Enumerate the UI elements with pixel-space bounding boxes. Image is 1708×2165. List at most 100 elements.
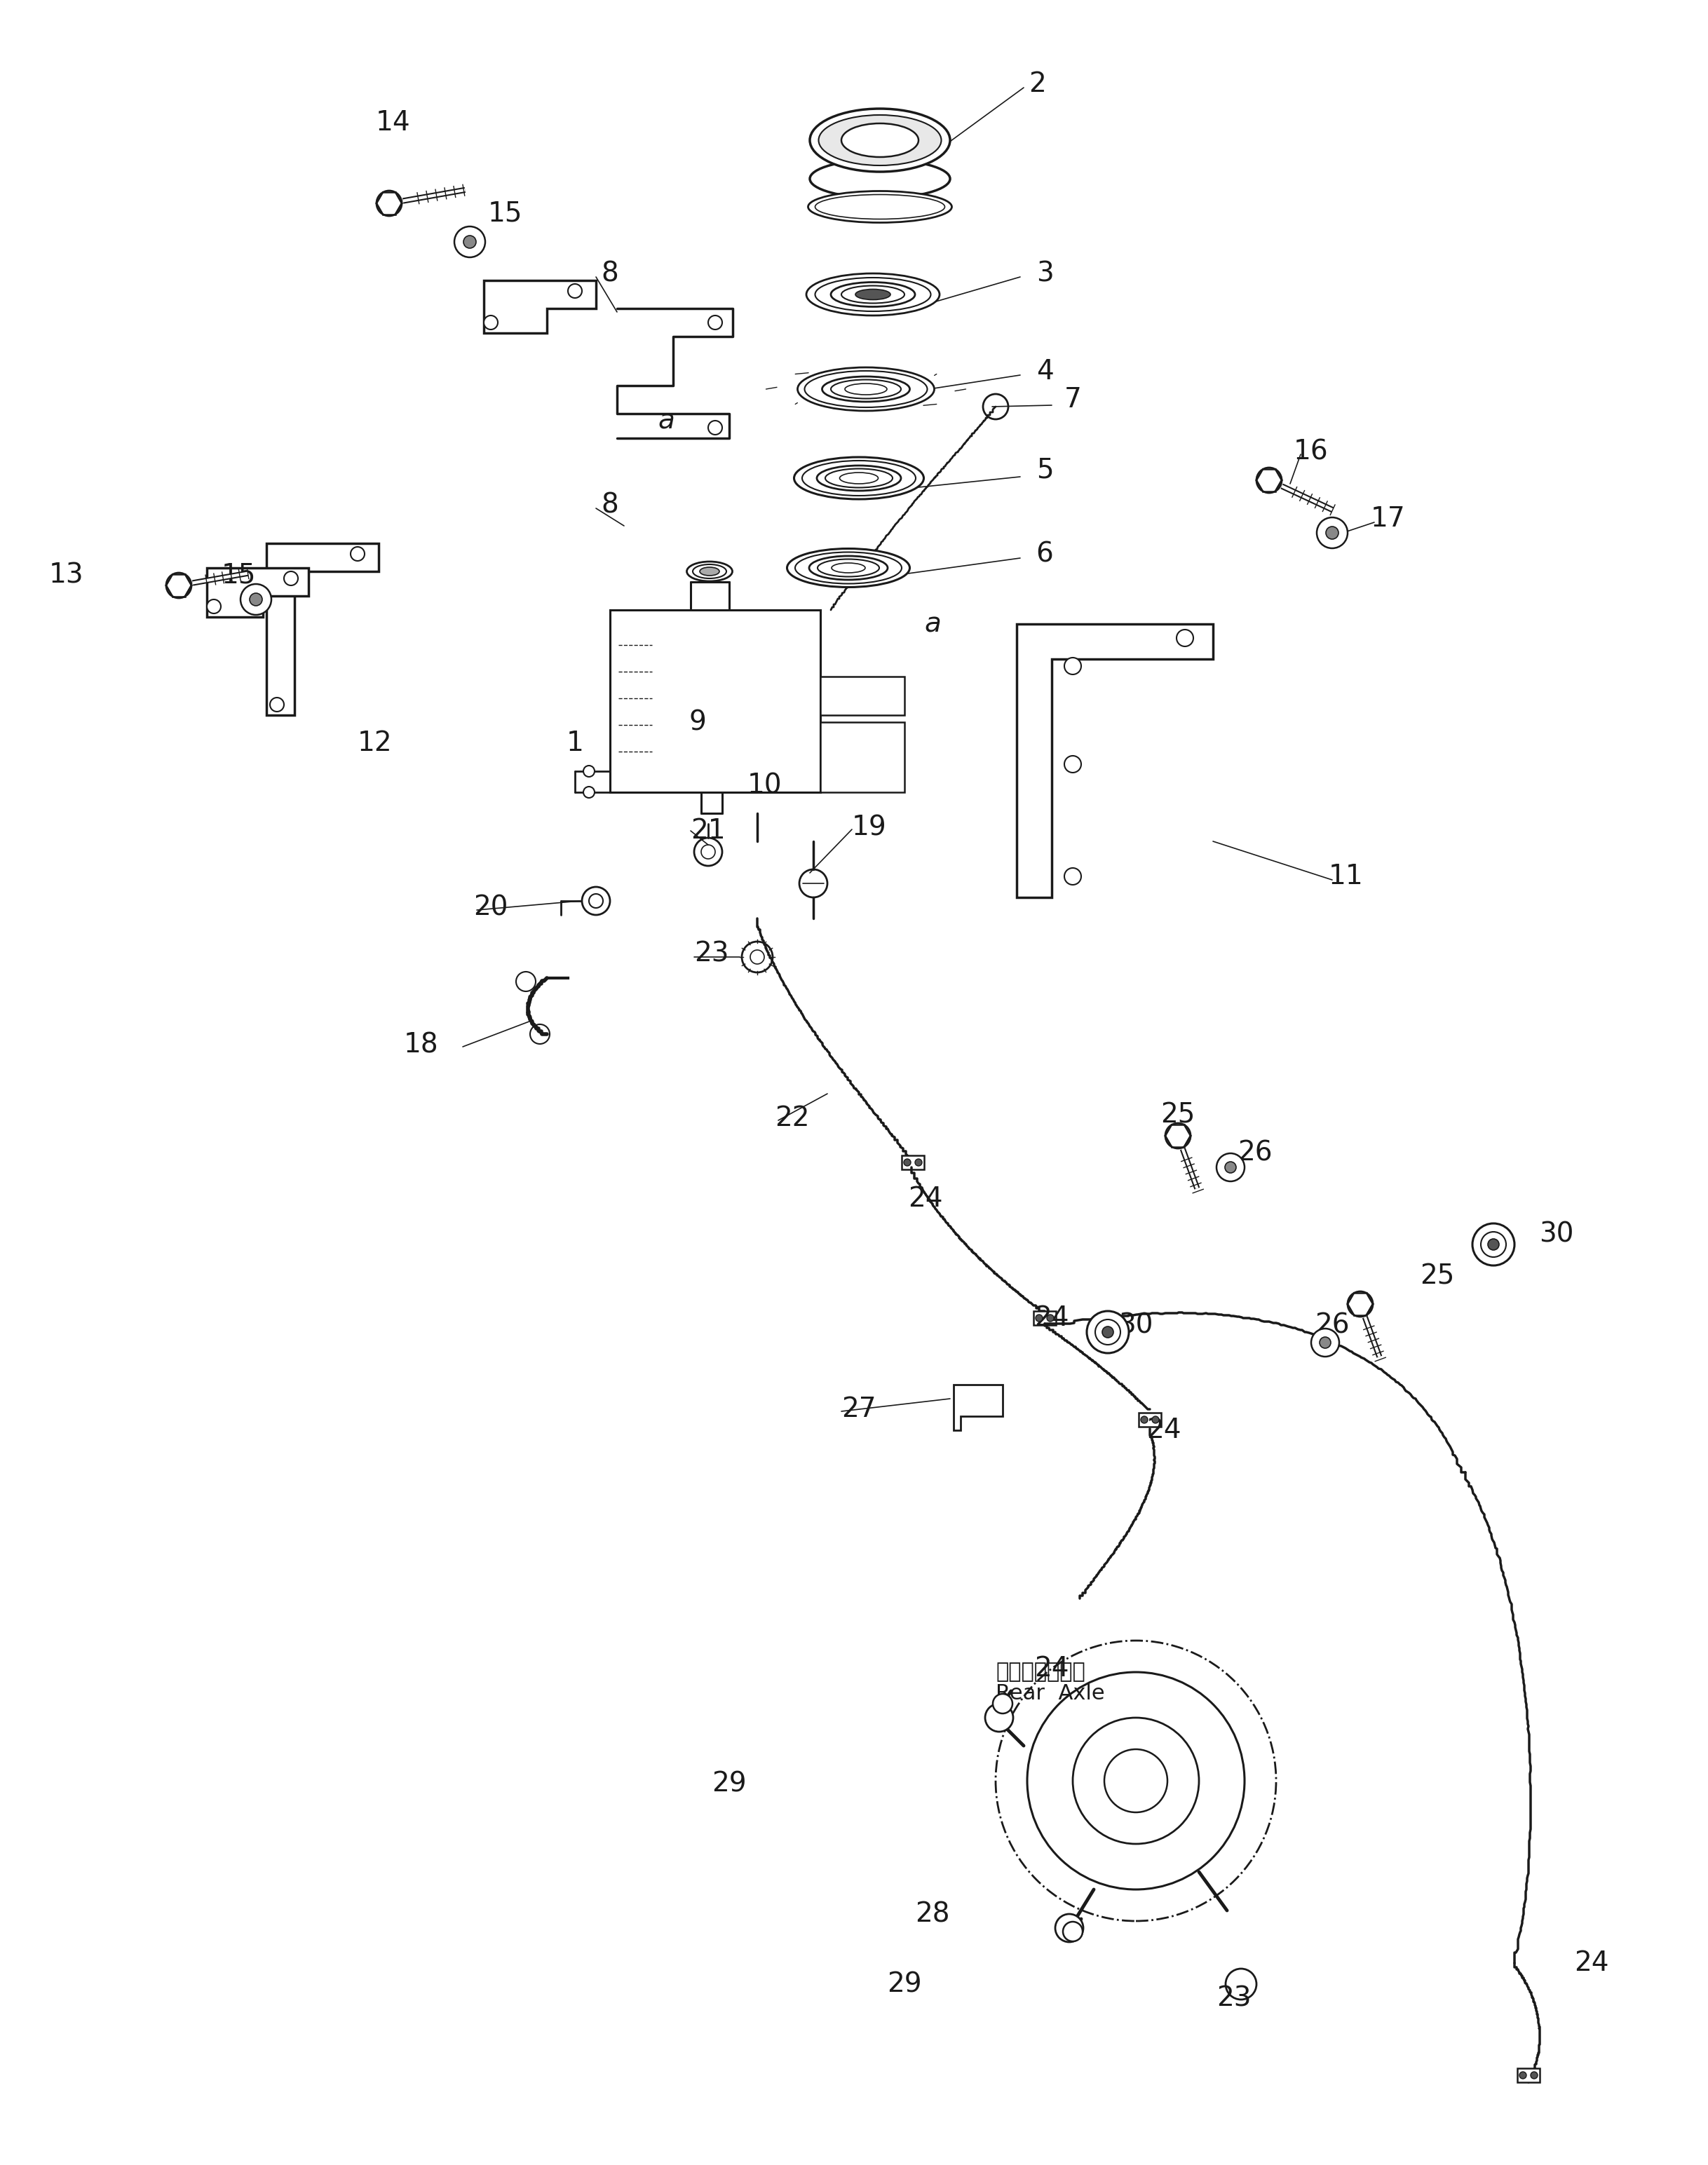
Text: 19: 19	[852, 814, 886, 840]
FancyBboxPatch shape	[820, 723, 905, 792]
Ellipse shape	[830, 281, 915, 307]
Text: 20: 20	[473, 894, 509, 922]
Ellipse shape	[687, 561, 733, 580]
FancyBboxPatch shape	[1139, 1414, 1161, 1427]
FancyBboxPatch shape	[902, 1156, 924, 1169]
Circle shape	[1325, 526, 1339, 539]
Circle shape	[1064, 868, 1081, 885]
Circle shape	[1165, 1124, 1190, 1147]
Circle shape	[1027, 1671, 1245, 1890]
Text: 3: 3	[1037, 260, 1054, 286]
Circle shape	[376, 191, 401, 217]
Circle shape	[284, 572, 297, 585]
Circle shape	[1216, 1154, 1245, 1182]
Circle shape	[1056, 1914, 1083, 1942]
Circle shape	[1105, 1749, 1167, 1812]
Ellipse shape	[700, 567, 719, 576]
Circle shape	[1102, 1327, 1114, 1338]
Circle shape	[483, 316, 497, 329]
Circle shape	[1064, 658, 1081, 675]
Text: 24: 24	[1575, 1951, 1609, 1977]
Circle shape	[166, 574, 191, 598]
Text: 17: 17	[1372, 504, 1406, 533]
Text: 6: 6	[1037, 541, 1054, 567]
Circle shape	[1035, 1314, 1042, 1321]
Circle shape	[709, 420, 722, 435]
Text: 15: 15	[487, 201, 523, 227]
Circle shape	[1317, 517, 1348, 548]
Circle shape	[569, 284, 582, 299]
FancyBboxPatch shape	[610, 611, 820, 792]
Circle shape	[904, 1158, 910, 1167]
Ellipse shape	[808, 191, 951, 223]
Text: 30: 30	[1539, 1221, 1573, 1247]
Ellipse shape	[810, 108, 950, 171]
Circle shape	[1348, 1293, 1373, 1316]
Circle shape	[582, 888, 610, 916]
Text: 26: 26	[1315, 1312, 1349, 1338]
Text: 23: 23	[1216, 1985, 1252, 2011]
Text: 21: 21	[690, 818, 726, 844]
Text: 29: 29	[712, 1771, 746, 1797]
Text: リヤーアクスル: リヤーアクスル	[996, 1663, 1085, 1682]
Ellipse shape	[830, 379, 902, 398]
Ellipse shape	[810, 556, 888, 580]
Ellipse shape	[832, 563, 866, 574]
Circle shape	[1086, 1312, 1129, 1353]
Ellipse shape	[798, 368, 934, 411]
Circle shape	[241, 585, 272, 615]
Text: a: a	[658, 407, 675, 433]
Ellipse shape	[806, 273, 939, 316]
Circle shape	[1520, 2072, 1527, 2078]
Text: 14: 14	[376, 110, 410, 136]
FancyBboxPatch shape	[1033, 1312, 1056, 1325]
Text: 29: 29	[886, 1970, 922, 1998]
Polygon shape	[207, 567, 309, 617]
Circle shape	[1177, 630, 1194, 647]
Circle shape	[992, 1693, 1013, 1713]
Circle shape	[350, 548, 364, 561]
Ellipse shape	[796, 552, 902, 585]
Circle shape	[1530, 2072, 1537, 2078]
Ellipse shape	[787, 548, 910, 587]
Text: 27: 27	[842, 1396, 876, 1422]
Circle shape	[463, 236, 477, 249]
Ellipse shape	[840, 472, 878, 483]
Text: 16: 16	[1293, 439, 1329, 465]
Text: Rear  Axle: Rear Axle	[996, 1682, 1105, 1704]
Circle shape	[207, 600, 220, 613]
Text: 23: 23	[695, 940, 729, 968]
Circle shape	[1312, 1329, 1339, 1357]
Text: 22: 22	[775, 1104, 810, 1132]
Text: 8: 8	[601, 260, 618, 286]
Text: 9: 9	[688, 708, 707, 736]
Circle shape	[1225, 1163, 1237, 1173]
Text: 10: 10	[746, 773, 782, 799]
Polygon shape	[953, 1386, 1003, 1431]
Ellipse shape	[810, 160, 950, 197]
FancyBboxPatch shape	[1517, 2068, 1539, 2083]
Ellipse shape	[818, 559, 880, 576]
Ellipse shape	[822, 377, 910, 403]
Text: 30: 30	[1119, 1312, 1153, 1338]
Ellipse shape	[693, 565, 726, 578]
Ellipse shape	[803, 461, 915, 496]
Circle shape	[584, 786, 594, 799]
Circle shape	[1257, 468, 1281, 494]
Circle shape	[1472, 1223, 1515, 1267]
Ellipse shape	[845, 383, 886, 394]
Circle shape	[1141, 1416, 1148, 1422]
Circle shape	[1047, 1314, 1054, 1321]
Text: 24: 24	[1035, 1305, 1069, 1331]
Polygon shape	[483, 281, 596, 333]
Text: 24: 24	[1035, 1656, 1069, 1682]
Circle shape	[986, 1704, 1013, 1732]
Circle shape	[1151, 1416, 1160, 1422]
Ellipse shape	[818, 115, 941, 165]
Text: 13: 13	[50, 561, 84, 589]
Text: 24: 24	[1146, 1416, 1182, 1444]
Text: 12: 12	[357, 730, 393, 756]
Circle shape	[1062, 1923, 1083, 1942]
Ellipse shape	[816, 465, 902, 491]
Text: 18: 18	[403, 1031, 437, 1059]
